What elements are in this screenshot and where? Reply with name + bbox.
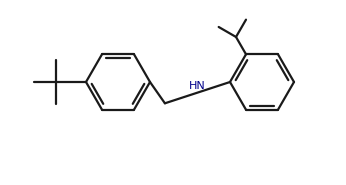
Text: HN: HN: [189, 81, 206, 91]
